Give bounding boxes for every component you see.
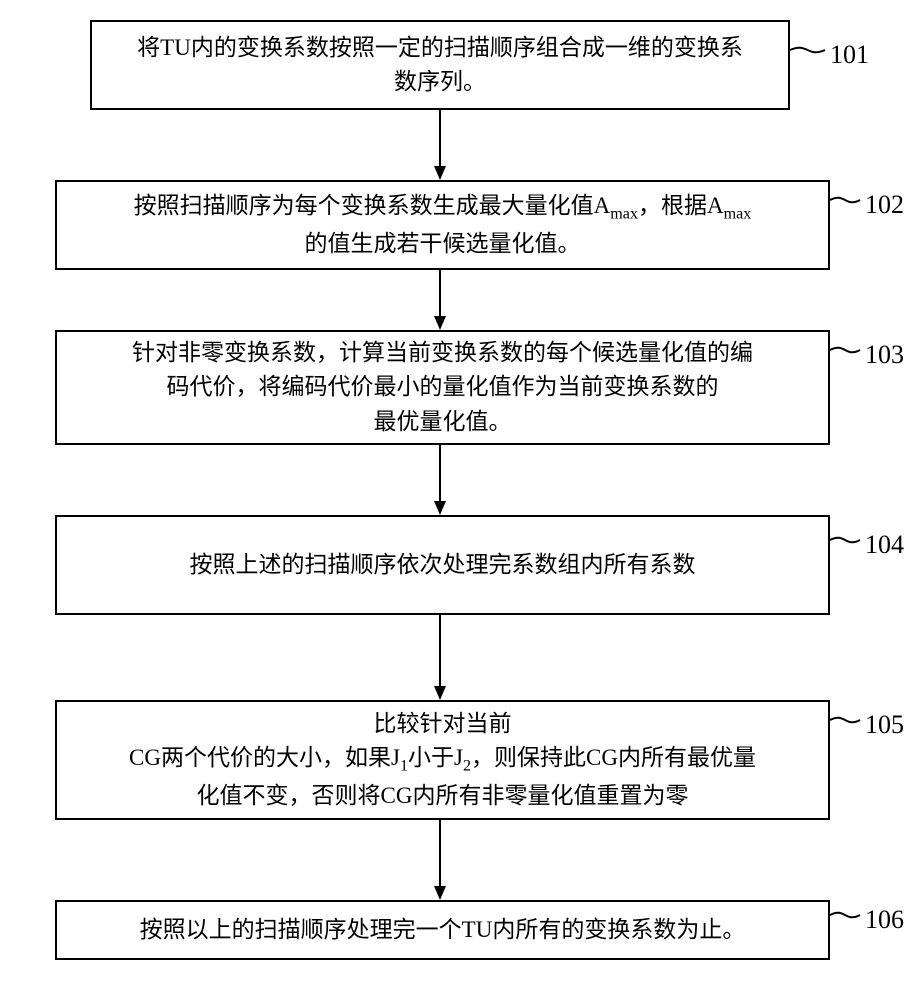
node-label-103: 103 <box>865 340 904 370</box>
node-text: 将TU内的变换系数按照一定的扫描顺序组合成一维的变换系数序列。 <box>137 31 743 100</box>
arrows-layer <box>0 0 917 1000</box>
flowchart-node-n101: 将TU内的变换系数按照一定的扫描顺序组合成一维的变换系数序列。 <box>90 20 790 110</box>
flowchart-node-n106: 按照以上的扫描顺序处理完一个TU内所有的变换系数为止。 <box>55 900 830 960</box>
node-label-105: 105 <box>865 710 904 740</box>
node-text: 按照上述的扫描顺序依次处理完系数组内所有系数 <box>190 548 696 583</box>
node-label-102: 102 <box>865 190 904 220</box>
node-label-101: 101 <box>830 40 869 70</box>
node-label-104: 104 <box>865 530 904 560</box>
node-text: 针对非零变换系数，计算当前变换系数的每个候选量化值的编码代价，将编码代价最小的量… <box>132 336 753 440</box>
node-text: 比较针对当前CG两个代价的大小，如果J1小于J2，则保持此CG内所有最优量化值不… <box>129 707 756 814</box>
flowchart-node-n103: 针对非零变换系数，计算当前变换系数的每个候选量化值的编码代价，将编码代价最小的量… <box>55 330 830 445</box>
node-label-106: 106 <box>865 905 904 935</box>
flowchart-node-n104: 按照上述的扫描顺序依次处理完系数组内所有系数 <box>55 515 830 615</box>
node-text: 按照以上的扫描顺序处理完一个TU内所有的变换系数为止。 <box>140 913 746 948</box>
flowchart-canvas: 将TU内的变换系数按照一定的扫描顺序组合成一维的变换系数序列。按照扫描顺序为每个… <box>0 0 917 1000</box>
flowchart-node-n105: 比较针对当前CG两个代价的大小，如果J1小于J2，则保持此CG内所有最优量化值不… <box>55 700 830 820</box>
flowchart-node-n102: 按照扫描顺序为每个变换系数生成最大量化值Amax，根据Amax的值生成若干候选量… <box>55 180 830 270</box>
node-text: 按照扫描顺序为每个变换系数生成最大量化值Amax，根据Amax的值生成若干候选量… <box>134 189 752 261</box>
